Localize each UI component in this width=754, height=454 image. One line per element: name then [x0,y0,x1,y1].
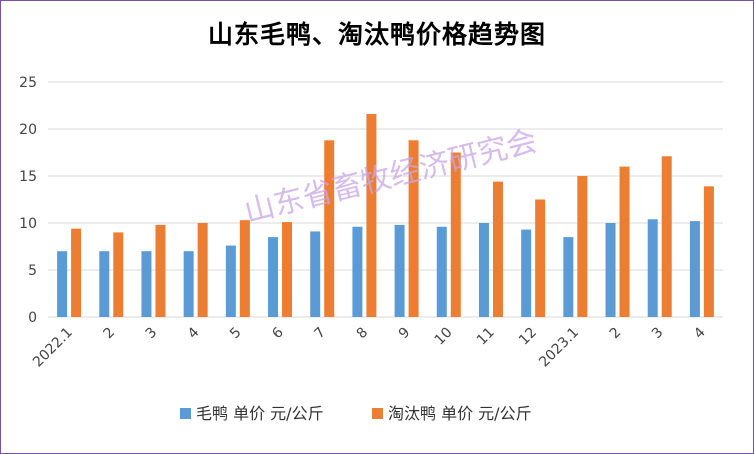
x-tick-label: 3 [649,325,667,343]
bar-maoya [394,224,405,317]
bar-maoya [225,245,236,317]
x-tick-label: 12 [516,325,540,349]
legend-swatch [372,408,383,419]
bar-maoya [563,237,574,317]
x-tick-label: 4 [691,324,709,342]
bar-taotaiya [324,140,335,317]
bar-maoya [310,231,321,317]
x-tick-label: 2 [607,325,625,343]
x-tick-label: 2022.1 [30,325,76,371]
x-tick-label: 5 [227,325,245,343]
x-tick-label: 4 [185,324,203,342]
legend-label: 毛鸭 单价 元/公斤 [196,404,324,423]
y-tick-labels: 0 5 10 15 20 25 [19,75,37,326]
y-tick-label: 10 [19,216,37,232]
bar-taotaiya [239,220,250,317]
bar-taotaiya [619,166,630,317]
legend-swatch [180,408,191,419]
bar-maoya [478,223,489,317]
x-tick-label: 2023.1 [536,325,582,371]
chart-title: 山东毛鸭、淘汰鸭价格趋势图 [207,20,546,49]
bar-maoya [352,226,363,317]
x-tick-label: 7 [311,325,329,343]
x-tick-label: 3 [143,325,161,343]
y-tick-label: 5 [28,263,37,279]
bar-taotaiya [703,186,714,317]
bar-maoya [57,251,68,317]
bar-taotaiya [535,199,546,317]
bar-taotaiya [366,113,377,318]
x-tick-label: 9 [396,325,414,343]
bar-taotaiya [450,152,461,317]
bar-taotaiya [661,156,672,317]
legend: 毛鸭 单价 元/公斤 淘汰鸭 单价 元/公斤 [180,404,532,423]
x-tick-label: 8 [354,325,372,343]
bar-taotaiya [197,223,208,317]
y-tick-label: 25 [19,75,37,91]
bar-taotaiya [492,181,503,317]
y-tick-label: 20 [19,122,37,138]
bar-maoya [689,221,700,317]
bar-taotaiya [113,232,124,317]
bar-taotaiya [282,222,293,317]
x-tick-label: 10 [432,325,456,349]
bar-taotaiya [155,224,166,317]
bar-taotaiya [71,228,82,317]
bar-maoya [99,251,110,317]
y-tick-label: 15 [19,169,37,185]
bars [57,113,714,318]
x-tick-label: 2 [100,325,118,343]
x-tick-label: 11 [474,325,498,349]
legend-label: 淘汰鸭 单价 元/公斤 [388,404,532,423]
bar-maoya [268,237,279,317]
bar-maoya [647,219,658,317]
bar-maoya [605,223,616,317]
bar-taotaiya [577,176,588,317]
bar-maoya [183,251,194,317]
bar-maoya [141,251,152,317]
y-tick-label: 0 [28,310,37,326]
bar-taotaiya [408,140,419,317]
bar-maoya [521,229,532,317]
bar-maoya [436,226,447,317]
x-tick-label: 6 [269,324,287,342]
